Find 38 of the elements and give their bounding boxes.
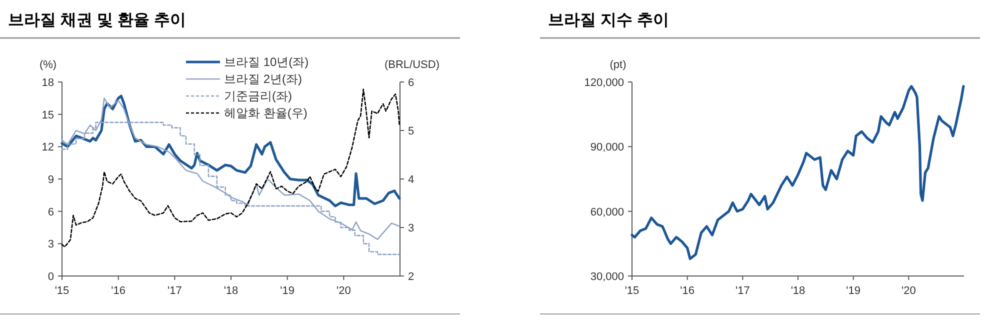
x-tick-label: '17 — [735, 285, 750, 297]
legend-label: 브라질 10년(좌) — [224, 55, 309, 69]
legend-label: 브라질 2년(좌) — [224, 72, 302, 86]
y-tick-label: 60,000 — [590, 206, 624, 218]
legend-label: 기준금리(좌) — [224, 89, 292, 103]
y2-tick-label: 5 — [408, 126, 414, 138]
y-tick-label: 9 — [48, 174, 54, 186]
legend-label: 헤알화 환율(우) — [224, 106, 308, 120]
y-tick-label: 18 — [42, 77, 54, 89]
y-axis-title: (%) — [39, 59, 57, 71]
y2-axis-title: (BRL/USD) — [384, 59, 440, 71]
y-tick-label: 3 — [48, 238, 54, 251]
y-tick-label: 120,000 — [584, 77, 624, 89]
y-tick-label: 12 — [42, 142, 54, 154]
x-tick-label: '15 — [54, 285, 70, 297]
y-tick-label: 0 — [48, 271, 54, 283]
y-tick-label: 15 — [42, 109, 54, 122]
x-tick-label: '18 — [790, 285, 806, 297]
line-series — [630, 85, 965, 260]
y-axis-title: (pt) — [610, 59, 626, 71]
y-tick-label: 6 — [48, 206, 54, 218]
y2-tick-label: 4 — [408, 174, 414, 186]
x-tick-label: '16 — [111, 285, 126, 297]
y2-tick-label: 2 — [408, 271, 414, 283]
x-tick-label: '17 — [167, 285, 182, 297]
x-tick-label: '19 — [280, 285, 295, 297]
x-tick-label: '18 — [224, 285, 238, 297]
y-tick-label: 30,000 — [590, 271, 624, 283]
y2-tick-label: 6 — [408, 77, 414, 89]
x-tick-label: '20 — [901, 285, 916, 297]
x-tick-label: '15 — [624, 285, 640, 297]
y-tick-label: 90,000 — [590, 142, 624, 154]
x-tick-label: '16 — [680, 285, 695, 297]
chart-title: 브라질 채권 및 환율 추이 — [8, 12, 186, 29]
chart-title: 브라질 지수 추이 — [548, 12, 669, 29]
y2-tick-label: 3 — [408, 222, 414, 234]
x-tick-label: '20 — [336, 285, 351, 297]
x-tick-label: '19 — [846, 285, 861, 297]
